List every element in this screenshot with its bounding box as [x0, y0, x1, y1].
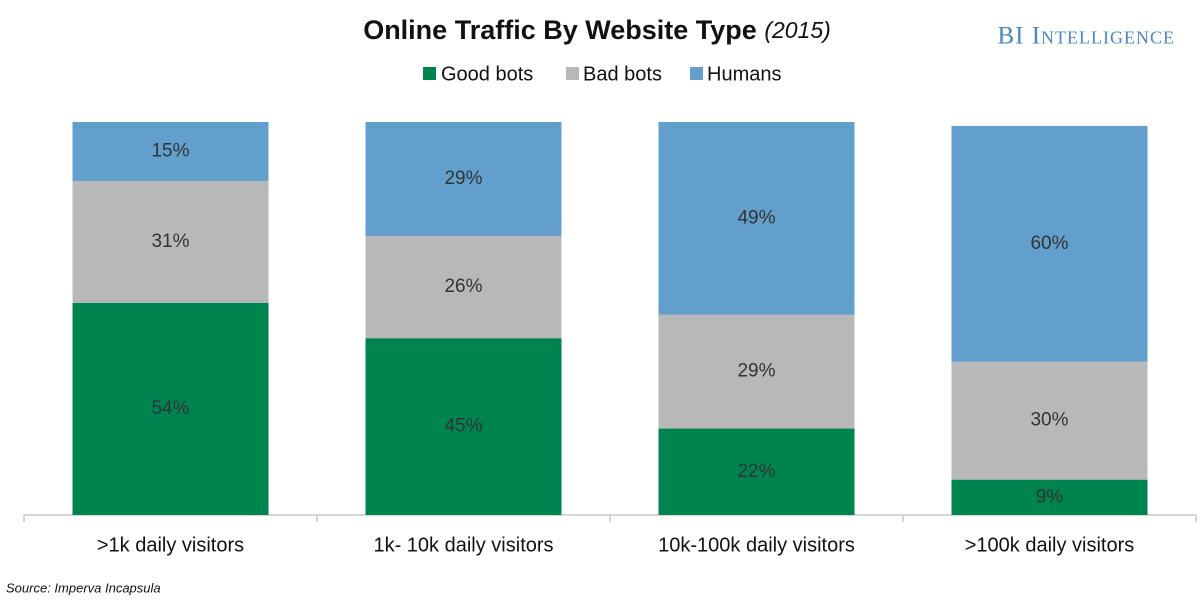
bar-segment [365, 122, 562, 236]
title-group: Online Traffic By Website Type (2015) [363, 15, 831, 45]
x-tick-label: 10k-100k daily visitors [658, 534, 855, 556]
source: Source: Imperva Incapsula [6, 580, 161, 595]
chart-subtitle: (2015) [764, 17, 830, 43]
legend-label: Good bots [441, 63, 533, 85]
data-label: 15% [151, 140, 189, 161]
data-label: 26% [444, 276, 482, 297]
legend-swatch [566, 67, 579, 80]
bar-segment [72, 122, 269, 181]
bar-segment [658, 428, 855, 515]
data-label: 29% [444, 168, 482, 189]
bar-segment [72, 302, 269, 515]
x-tick-label: >1k daily visitors [97, 534, 244, 556]
brand: BI Intelligence [997, 23, 1175, 50]
x-tick-label: >100k daily visitors [965, 534, 1135, 556]
bar-segment [951, 479, 1148, 515]
bar-segment [72, 180, 269, 303]
legend-swatch [690, 67, 703, 80]
x-tick-label: 1k- 10k daily visitors [373, 534, 553, 556]
data-label: 60% [1030, 233, 1068, 254]
data-label: 54% [151, 398, 189, 419]
data-label: 9% [1036, 486, 1064, 507]
data-label: 45% [444, 416, 482, 437]
bar-segment [951, 361, 1148, 480]
data-label: 29% [737, 361, 775, 382]
data-label: 22% [737, 461, 775, 482]
data-label: 31% [151, 231, 189, 252]
data-label: 49% [737, 207, 775, 228]
legend-label: Humans [707, 63, 781, 85]
bar-segment [365, 235, 562, 339]
bar-segment [658, 314, 855, 429]
legend-swatch [423, 67, 436, 80]
chart-title: Online Traffic By Website Type [363, 15, 757, 45]
data-label: 30% [1030, 410, 1068, 431]
bar-segment [951, 125, 1148, 362]
bar-segment [658, 122, 855, 315]
bar-segment [365, 338, 562, 515]
legend-label: Bad bots [583, 63, 662, 85]
